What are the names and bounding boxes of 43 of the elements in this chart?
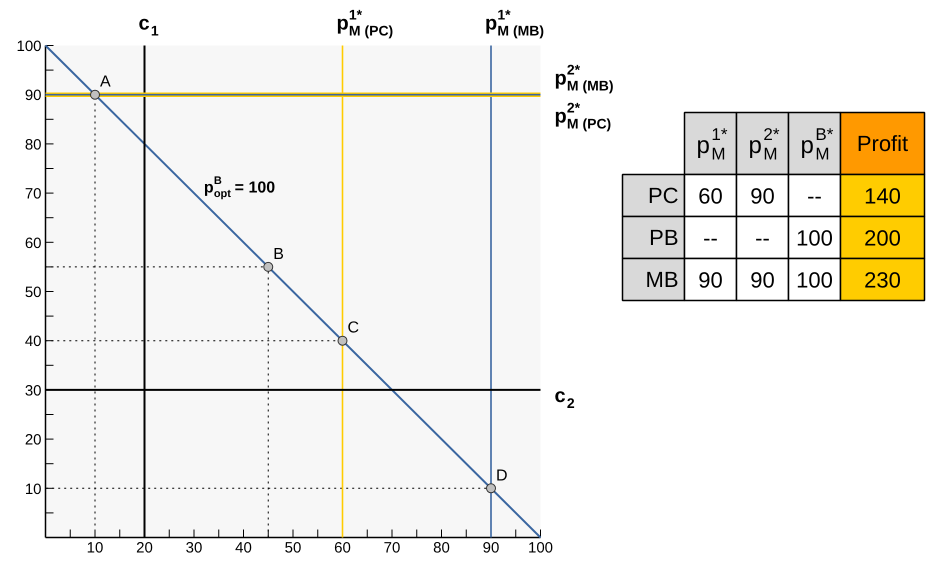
- y-tick-label: 30: [24, 382, 42, 400]
- data-label: 90: [750, 268, 775, 292]
- y-tick-label: 70: [24, 186, 42, 203]
- y-tick-label: 20: [24, 432, 42, 449]
- y-tick-label: MB: [646, 267, 678, 292]
- data-label: 230: [864, 268, 901, 292]
- x-tick-label: 50: [284, 540, 302, 556]
- annotation: A: [100, 74, 111, 91]
- y-tick-label: 40: [24, 333, 42, 350]
- data-label: 90: [750, 184, 775, 208]
- y-tick-label: 50: [24, 284, 42, 301]
- x-tick-label: 40: [235, 540, 252, 556]
- text: --: [807, 184, 822, 208]
- y-tick-label: 90: [24, 87, 42, 104]
- x-tick-label: Profit: [856, 131, 908, 156]
- y-tick-label: 60: [24, 234, 42, 252]
- data-label: 60: [698, 184, 723, 208]
- x-tick-label: 90: [482, 540, 500, 556]
- point: [486, 483, 496, 494]
- x-tick-label: 30: [186, 540, 202, 556]
- text: --: [755, 226, 770, 250]
- x-tick-label: 10: [86, 540, 104, 556]
- y-tick-label: 100: [16, 38, 42, 55]
- y-tick-label: PC: [648, 183, 679, 208]
- x-tick-label: 100: [528, 540, 554, 556]
- x-tick-label: 60: [334, 540, 351, 556]
- y-tick-label: 10: [24, 480, 42, 498]
- data-label: 100: [796, 268, 833, 292]
- data-label: 90: [698, 268, 723, 292]
- x-tick-label: 70: [384, 540, 400, 556]
- y-tick-label: PB: [649, 225, 679, 250]
- x-tick-label: 80: [433, 540, 450, 556]
- point: [90, 90, 100, 100]
- point: [338, 336, 348, 346]
- text: --: [703, 226, 718, 250]
- annotation: C: [348, 320, 360, 337]
- annotation: D: [496, 467, 508, 484]
- data-label: 140: [864, 184, 901, 208]
- x-tick-label: 20: [136, 540, 153, 556]
- data-label: 200: [864, 226, 901, 250]
- point: [263, 262, 274, 272]
- annotation: B: [273, 246, 284, 263]
- data-label: 100: [796, 226, 833, 250]
